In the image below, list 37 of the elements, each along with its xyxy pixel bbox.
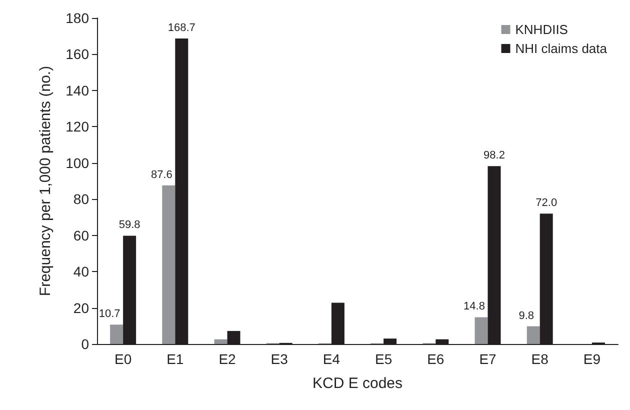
x-tick-label: E5 [374,351,392,367]
data-label: 168.7 [168,22,196,34]
y-axis-title: Frequency per 1,000 patients (no.) [37,66,54,296]
x-tick-label: E8 [531,351,549,367]
bar [214,339,228,344]
legend-label: NHI claims data [515,41,608,56]
y-tick-label: 20 [73,300,90,316]
x-tick-label: E1 [166,351,184,367]
legend-label: KNHDIIS [515,22,568,37]
x-tick-label: E0 [114,351,132,367]
data-label: 10.7 [98,308,120,320]
y-tick-label: 60 [73,227,90,244]
y-tick-label: 40 [73,264,90,280]
y-tick-label: 80 [73,191,90,208]
x-tick-label: E9 [583,351,601,367]
x-axis-title: KCD E codes [312,375,403,392]
data-label: 72.0 [536,197,558,210]
x-tick-label: E6 [427,351,444,367]
bar [110,324,124,344]
x-tick-label: E7 [479,351,497,367]
x-tick-label: E4 [322,351,340,367]
data-label: 87.6 [150,168,172,181]
data-label: 9.8 [518,310,534,322]
y-tick-label: 140 [66,82,90,98]
bar [162,185,176,344]
data-label: 98.2 [484,150,505,162]
bar [474,317,488,344]
bar [526,326,540,344]
y-tick-label: 100 [66,154,90,171]
data-label: 59.8 [118,219,140,232]
y-tick-label: 160 [66,46,90,62]
y-tick-label: 120 [66,118,90,135]
y-tick-label: 0 [81,336,90,352]
x-tick-label: E3 [270,351,288,367]
x-tick-label: E2 [218,351,236,367]
y-tick-label: 180 [66,10,90,26]
data-label: 14.8 [464,300,485,313]
